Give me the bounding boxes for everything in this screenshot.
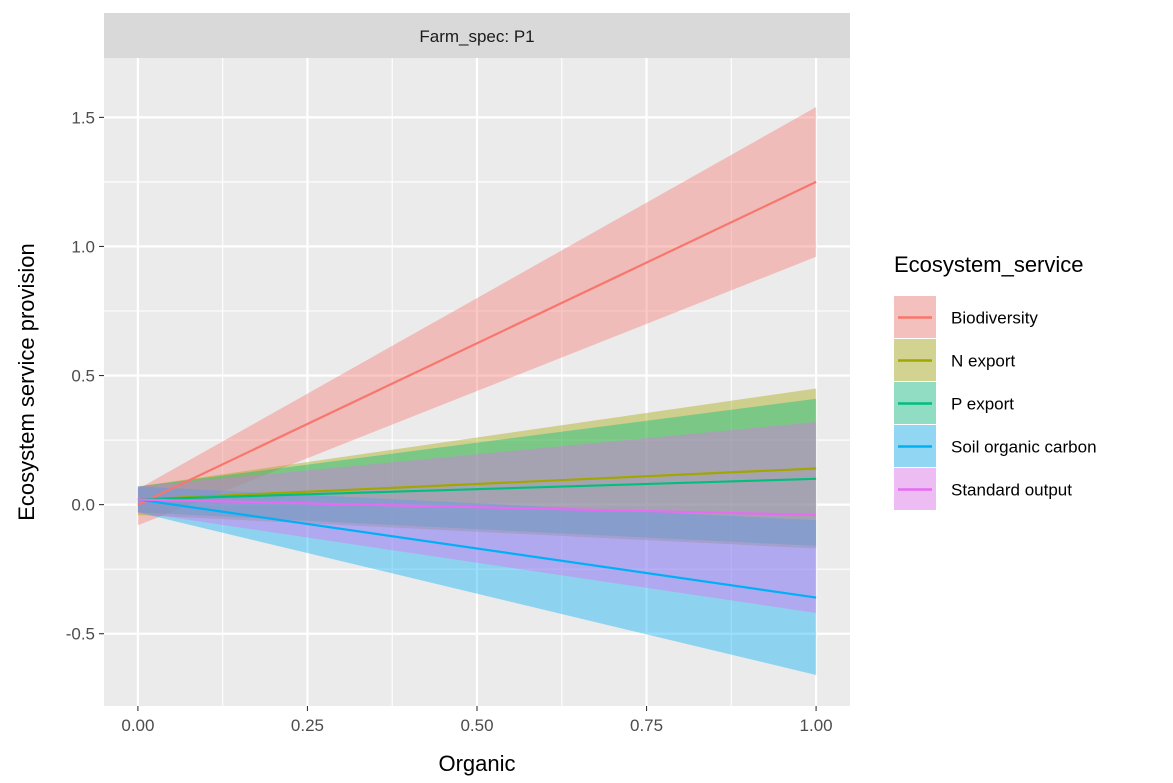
legend-item: Standard output xyxy=(894,468,1072,510)
y-tick-label: -0.5 xyxy=(66,625,95,644)
major-gridlines xyxy=(104,58,850,706)
line-biodiversity xyxy=(137,180,817,506)
facet-strip xyxy=(104,13,850,58)
facet-strip-label: Farm_spec: P1 xyxy=(419,27,534,46)
line-p-export xyxy=(137,477,817,501)
y-tick-label: 0.5 xyxy=(71,367,95,386)
y-axis-ticks: -0.5 0.0 0.5 1.0 1.5 xyxy=(66,108,104,644)
x-axis-ticks: 0.00 0.25 0.50 0.75 1.00 xyxy=(121,706,833,735)
legend-item: Soil organic carbon xyxy=(894,425,1097,467)
y-tick-label: 1.5 xyxy=(71,108,95,127)
ribbon-biodiversity xyxy=(137,107,817,526)
x-tick-label: 0.25 xyxy=(291,716,324,735)
ribbon-standard-output xyxy=(137,422,817,614)
legend-label: Standard output xyxy=(951,481,1072,500)
y-tick-label: 0.0 xyxy=(71,496,95,515)
series-lines xyxy=(137,180,817,599)
x-axis-title: Organic xyxy=(438,751,515,776)
x-tick-label: 1.00 xyxy=(800,716,833,735)
line-soil-organic-carbon xyxy=(137,498,817,599)
legend-label: Biodiversity xyxy=(951,309,1038,328)
legend-item: N export xyxy=(894,339,1016,381)
x-tick-label: 0.50 xyxy=(460,716,493,735)
x-tick-label: 0.00 xyxy=(121,716,154,735)
legend: Ecosystem_service Biodiversity N export P … xyxy=(894,252,1097,510)
confidence-ribbons xyxy=(137,107,817,676)
y-axis-title: Ecosystem service provision xyxy=(14,243,39,521)
ribbon-soil-organic-carbon xyxy=(137,486,817,676)
legend-item: P export xyxy=(894,382,1014,424)
legend-items: Biodiversity N export P export Soil organic… xyxy=(894,296,1097,510)
legend-item: Biodiversity xyxy=(894,296,1038,338)
ribbon-n-export xyxy=(137,388,817,549)
ribbon-p-export xyxy=(137,398,817,546)
line-n-export xyxy=(137,467,817,501)
legend-title: Ecosystem_service xyxy=(894,252,1084,277)
y-tick-label: 1.0 xyxy=(71,237,95,256)
line-standard-output xyxy=(137,498,817,517)
legend-label: P export xyxy=(951,395,1014,414)
legend-label: N export xyxy=(951,352,1016,371)
x-tick-label: 0.75 xyxy=(630,716,663,735)
legend-label: Soil organic carbon xyxy=(951,438,1097,457)
